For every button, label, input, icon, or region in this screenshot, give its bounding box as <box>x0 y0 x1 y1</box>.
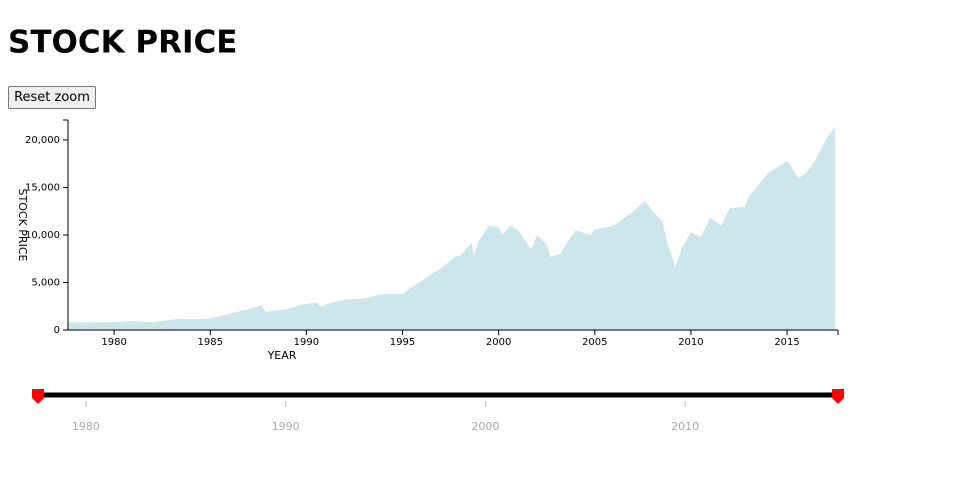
x-tick-label: 2015 <box>774 337 799 348</box>
y-tick-label: 10,000 <box>25 230 60 241</box>
x-tick-label: 1995 <box>390 337 415 348</box>
slider-handle[interactable] <box>32 389 44 404</box>
area <box>68 126 836 330</box>
page-title: STOCK PRICE <box>8 25 237 61</box>
x-tick-label: 2005 <box>582 337 607 348</box>
slider-handle[interactable] <box>832 389 844 404</box>
x-axis-label: YEAR <box>267 349 297 362</box>
y-tick-label: 0 <box>54 325 60 336</box>
y-tick-label: 20,000 <box>25 135 60 146</box>
y-tick-label: 15,000 <box>25 182 60 193</box>
slider-tick-label: 1990 <box>272 420 300 433</box>
x-tick-label: 2010 <box>678 337 703 348</box>
x-tick-label: 1990 <box>294 337 319 348</box>
y-tick-label: 5,000 <box>31 277 60 288</box>
x-tick-label: 2000 <box>486 337 511 348</box>
slider-tick-label: 2000 <box>471 420 499 433</box>
x-tick-label: 1980 <box>101 337 126 348</box>
x-tick-label: 1985 <box>198 337 223 348</box>
slider-tick-label: 1980 <box>72 420 100 433</box>
slider-tick-label: 2010 <box>671 420 699 433</box>
reset-zoom-button[interactable]: Reset zoom <box>8 86 96 109</box>
y-axis-label: STOCK PRICE <box>16 189 29 262</box>
